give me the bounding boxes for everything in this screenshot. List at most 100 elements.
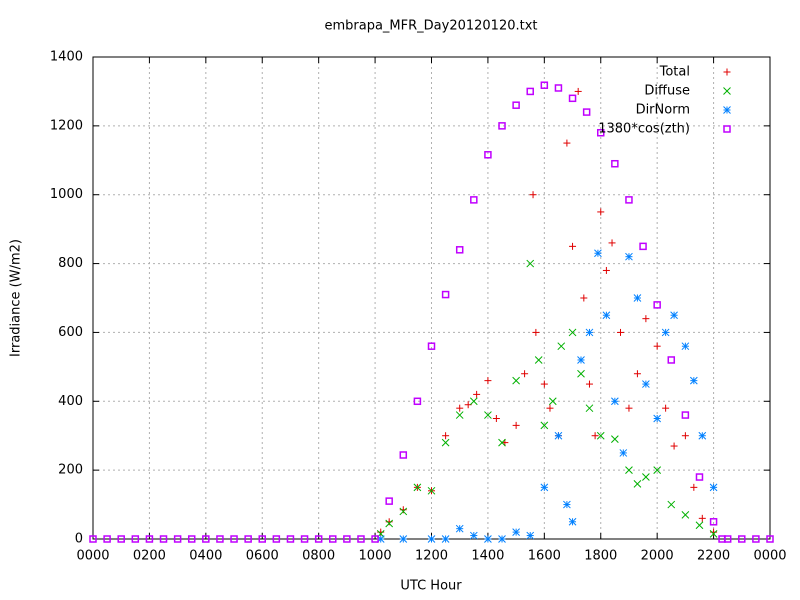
data-point — [512, 528, 520, 536]
data-point — [594, 249, 602, 258]
marker-square — [653, 301, 661, 309]
marker-stroke — [633, 480, 642, 488]
marker-square — [314, 535, 323, 543]
data-point — [698, 431, 707, 440]
data-point — [602, 266, 610, 274]
data-point — [399, 451, 408, 459]
marker-square — [117, 535, 125, 543]
marker-square — [568, 94, 577, 103]
x-tick-label: 1400 — [471, 549, 504, 564]
marker-stroke — [723, 87, 731, 95]
marker-stroke — [681, 342, 690, 351]
data-point — [498, 438, 506, 447]
data-point — [131, 535, 140, 543]
data-point — [681, 411, 690, 419]
legend-symbol — [723, 106, 731, 114]
data-point — [377, 528, 385, 536]
legend-label: Total — [659, 65, 690, 80]
data-point — [568, 328, 577, 337]
data-point — [611, 397, 619, 406]
y-tick-label: 1000 — [50, 187, 83, 202]
marker-stroke — [568, 517, 577, 526]
data-point — [633, 294, 642, 302]
data-point — [300, 535, 309, 543]
marker-stroke — [441, 438, 450, 447]
marker-square — [103, 535, 111, 543]
y-tick-label: 200 — [58, 463, 83, 478]
marker-square — [187, 535, 196, 543]
data-point — [427, 486, 436, 495]
marker-stroke — [526, 259, 535, 268]
data-point — [766, 535, 774, 543]
data-point — [619, 449, 628, 457]
data-point — [695, 473, 704, 481]
data-point — [577, 369, 585, 378]
marker-stroke — [611, 397, 619, 406]
data-point — [557, 342, 566, 351]
x-tick-label: 0800 — [302, 549, 335, 564]
data-point — [690, 483, 698, 491]
marker-stroke — [427, 535, 436, 543]
marker-stroke — [455, 524, 464, 533]
marker-stroke — [709, 529, 718, 538]
marker-stroke — [723, 106, 731, 114]
marker-stroke — [625, 466, 633, 474]
data-point — [625, 252, 633, 261]
data-point — [526, 531, 535, 540]
data-point — [540, 81, 549, 89]
marker-stroke — [563, 500, 571, 509]
data-point — [469, 397, 478, 406]
marker-square — [681, 411, 690, 419]
marker-stroke — [653, 466, 662, 474]
marker-square — [625, 196, 633, 204]
marker-stroke — [413, 483, 422, 492]
data-point — [611, 435, 619, 444]
data-point — [540, 380, 548, 388]
data-point — [602, 311, 611, 320]
data-point — [667, 500, 676, 509]
marker-stroke — [611, 435, 619, 444]
marker-stroke — [619, 449, 628, 457]
data-point — [710, 528, 718, 536]
data-point — [698, 514, 706, 522]
data-point — [633, 370, 641, 378]
marker-square — [399, 451, 408, 459]
marker-square — [173, 535, 182, 543]
data-point — [145, 535, 154, 543]
marker-square — [498, 122, 506, 130]
marker-stroke — [642, 473, 650, 481]
marker-square — [413, 397, 422, 406]
marker-square — [526, 87, 534, 96]
data-point — [642, 315, 650, 323]
data-point — [681, 432, 689, 440]
marker-stroke — [653, 414, 662, 423]
marker-stroke — [557, 342, 566, 351]
marker-stroke — [585, 328, 594, 337]
x-tick-label: 2000 — [641, 549, 674, 564]
marker-stroke — [594, 249, 602, 258]
marker-stroke — [385, 519, 394, 528]
marker-stroke — [667, 500, 676, 509]
x-tick-label: 1000 — [359, 549, 392, 564]
data-point — [385, 497, 393, 505]
marker-stroke — [469, 397, 478, 406]
data-point — [442, 432, 450, 440]
y-tick-label: 800 — [58, 256, 83, 271]
data-point — [738, 535, 746, 543]
data-point — [585, 404, 594, 413]
data-point — [441, 290, 450, 299]
data-point — [216, 535, 224, 543]
data-point — [103, 535, 111, 543]
data-point — [667, 356, 676, 364]
data-point — [385, 519, 394, 528]
data-point — [616, 328, 624, 336]
data-point — [608, 239, 616, 247]
data-point — [521, 370, 529, 378]
data-point — [399, 506, 407, 514]
data-point — [512, 421, 520, 429]
marker-square — [554, 84, 563, 92]
legend-symbol — [723, 125, 731, 133]
data-point — [498, 122, 506, 130]
x-tick-label: 0200 — [133, 549, 166, 564]
y-tick-label: 1200 — [50, 118, 83, 133]
